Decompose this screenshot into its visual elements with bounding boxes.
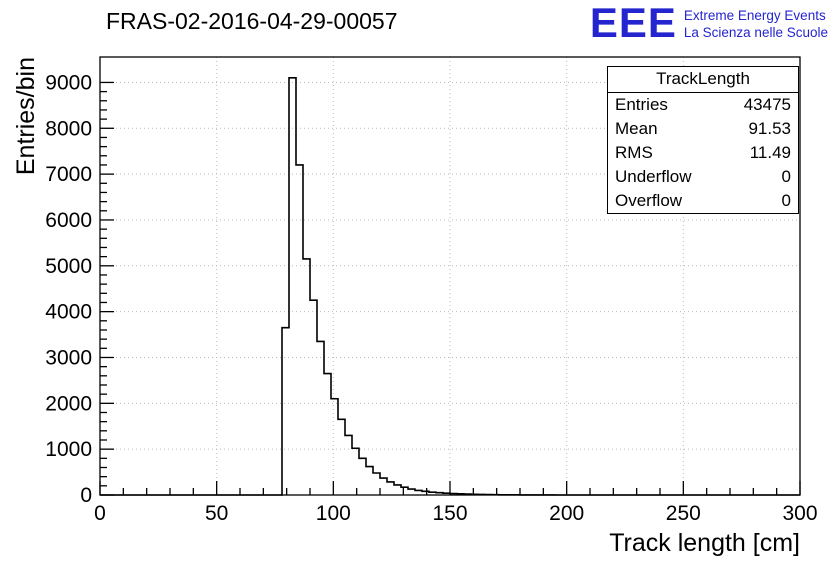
stats-row: Overflow 0 <box>608 189 798 213</box>
stat-value: 0 <box>781 167 791 186</box>
y-tick-label: 7000 <box>45 163 92 186</box>
x-tick-label: 150 <box>432 502 467 525</box>
stat-label: Mean <box>615 119 658 138</box>
y-tick-label: 8000 <box>45 117 92 140</box>
stats-box-rows: Entries 43475 Mean 91.53 RMS 11.49 Underflow 0 O… <box>608 93 798 213</box>
eee-logo-text: Extreme Energy Events La Scienza nelle S… <box>684 3 828 42</box>
stats-row: Mean 91.53 <box>608 117 798 141</box>
stats-box-title: TrackLength <box>608 67 798 93</box>
x-tick-label: 0 <box>94 502 106 525</box>
eee-logo: EEE Extreme Energy Events La Scienza nel… <box>589 0 828 46</box>
x-tick-label: 250 <box>666 502 701 525</box>
eee-logo-line2: La Scienza nelle Scuole <box>683 24 828 40</box>
y-tick-label: 1000 <box>45 438 92 461</box>
y-tick-label: 0 <box>80 484 92 507</box>
eee-logo-line1: Extreme Energy Events <box>683 8 826 23</box>
stat-value: 0 <box>781 191 791 210</box>
x-tick-label: 300 <box>782 502 817 525</box>
y-tick-label: 9000 <box>45 71 92 94</box>
stat-value: 11.49 <box>749 143 791 162</box>
stat-label: Overflow <box>615 191 683 210</box>
y-tick-label: 4000 <box>45 301 92 324</box>
stat-value: 91.53 <box>748 119 791 138</box>
stats-box: TrackLength Entries 43475 Mean 91.53 RMS 11.4… <box>607 66 799 214</box>
y-axis-title: Entries/bin <box>12 57 40 176</box>
stat-label: Underflow <box>615 167 692 186</box>
y-tick-label: 5000 <box>45 255 92 278</box>
x-axis-title: Track length [cm] <box>609 529 800 557</box>
stat-label: RMS <box>615 143 653 162</box>
eee-logo-brand: EEE <box>589 0 677 46</box>
stats-row: Underflow 0 <box>608 165 798 189</box>
stat-label: Entries <box>615 95 668 114</box>
x-tick-label: 50 <box>205 502 228 525</box>
x-tick-label: 200 <box>549 502 584 525</box>
histogram-line <box>100 77 800 496</box>
y-tick-label: 6000 <box>45 209 92 232</box>
stat-value: 43475 <box>743 95 791 114</box>
stats-row: RMS 11.49 <box>608 141 798 165</box>
y-tick-label: 2000 <box>45 392 92 415</box>
stats-row: Entries 43475 <box>608 93 798 117</box>
y-tick-label: 3000 <box>45 346 92 369</box>
x-tick-label: 100 <box>316 502 351 525</box>
plot-title: FRAS-02-2016-04-29-00057 <box>106 8 398 34</box>
